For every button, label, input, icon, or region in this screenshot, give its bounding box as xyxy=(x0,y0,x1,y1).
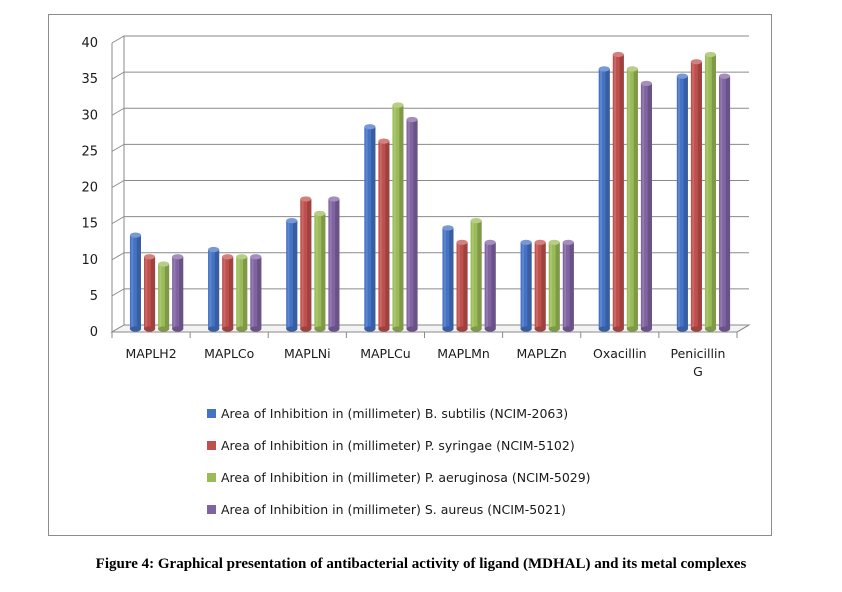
gridline-depth xyxy=(111,35,125,44)
bar xyxy=(690,59,702,332)
gridline-depth xyxy=(111,71,125,80)
bar xyxy=(236,254,248,332)
bar xyxy=(470,218,482,332)
legend-item: Area of Inhibition in (millimeter) P. ae… xyxy=(207,470,591,485)
bar xyxy=(172,254,184,332)
legend-label: Area of Inhibition in (millimeter) P. ae… xyxy=(221,470,591,485)
x-category-label: MAPLCu xyxy=(360,346,411,361)
legend-swatch xyxy=(207,409,216,418)
chart-floor xyxy=(110,324,751,333)
gridline-depth xyxy=(111,252,125,261)
bar xyxy=(328,196,340,332)
y-tick-labels: 0 5 10 15 20 25 30 35 40 xyxy=(81,36,98,340)
legend-label: Area of Inhibition in (millimeter) S. au… xyxy=(221,502,566,517)
bar xyxy=(300,196,312,332)
y-tick-label: 0 xyxy=(90,325,98,340)
bar xyxy=(598,66,610,332)
y-tick-label: 20 xyxy=(81,181,98,196)
bar xyxy=(144,254,156,332)
bar xyxy=(286,218,298,332)
bar xyxy=(626,66,638,332)
gridline-depth xyxy=(111,216,125,225)
legend: Area of Inhibition in (millimeter) B. su… xyxy=(207,406,591,517)
legend-item: Area of Inhibition in (millimeter) S. au… xyxy=(207,502,566,517)
bar xyxy=(208,246,220,332)
x-category-label: MAPLH2 xyxy=(125,346,176,361)
bar xyxy=(719,73,731,332)
figure-caption: Figure 4: Graphical presentation of anti… xyxy=(95,556,747,572)
y-tick-label: 25 xyxy=(81,144,98,159)
bar xyxy=(250,254,262,332)
legend-item: Area of Inhibition in (millimeter) B. su… xyxy=(207,406,568,421)
y-tick-label: 30 xyxy=(81,108,98,123)
bar xyxy=(314,210,326,332)
axis-layer xyxy=(110,36,751,338)
bar xyxy=(612,51,624,332)
legend-swatch xyxy=(207,441,216,450)
bar xyxy=(442,225,454,332)
bar xyxy=(406,116,418,332)
x-category-label: Oxacillin xyxy=(593,346,647,361)
bar xyxy=(456,239,468,332)
legend-swatch xyxy=(207,505,216,514)
bar xyxy=(392,102,404,332)
x-category-label: Penicillin G xyxy=(671,346,726,379)
bar-chart: 0 5 10 15 20 25 30 35 40 MAPLH2 MAPLCo MAPLNi MAPLC… xyxy=(81,35,751,517)
chart-frame: 0 5 10 15 20 25 30 35 40 MAPLH2 MAPLCo MAPLNi MAPLC… xyxy=(48,14,772,536)
grid-layer xyxy=(111,35,749,333)
bars-layer xyxy=(129,51,731,332)
y-tick-label: 35 xyxy=(81,72,98,87)
x-category-label: MAPLCo xyxy=(204,346,254,361)
bar xyxy=(484,239,496,332)
bar xyxy=(640,80,652,332)
gridline-depth xyxy=(111,288,125,297)
x-category-label: MAPLZn xyxy=(517,346,567,361)
bar xyxy=(548,239,560,332)
y-tick-label: 5 xyxy=(90,289,98,304)
bar xyxy=(378,138,390,332)
bar xyxy=(676,73,688,332)
legend-item: Area of Inhibition in (millimeter) P. sy… xyxy=(207,438,575,453)
bar xyxy=(222,254,234,332)
x-category-label: MAPLMn xyxy=(437,346,490,361)
x-category-labels: MAPLH2 MAPLCo MAPLNi MAPLCu MAPLMn MAPLZn Oxac… xyxy=(125,346,725,379)
gridline-depth xyxy=(111,143,125,152)
gridline-depth xyxy=(111,180,125,188)
y-tick-label: 10 xyxy=(81,253,98,268)
gridline-depth xyxy=(111,107,125,116)
y-tick-label: 15 xyxy=(81,217,98,232)
y-tick-label: 40 xyxy=(81,36,98,51)
x-category-label: MAPLNi xyxy=(284,346,331,361)
bar xyxy=(129,232,141,332)
bar xyxy=(520,239,532,332)
legend-label: Area of Inhibition in (millimeter) B. su… xyxy=(221,406,568,421)
legend-swatch xyxy=(207,473,216,482)
floor-edge xyxy=(736,324,750,333)
bar xyxy=(364,124,376,332)
bar xyxy=(562,239,574,332)
bar xyxy=(534,239,546,332)
bar xyxy=(704,51,716,332)
bar xyxy=(158,261,170,332)
legend-label: Area of Inhibition in (millimeter) P. sy… xyxy=(221,438,575,453)
